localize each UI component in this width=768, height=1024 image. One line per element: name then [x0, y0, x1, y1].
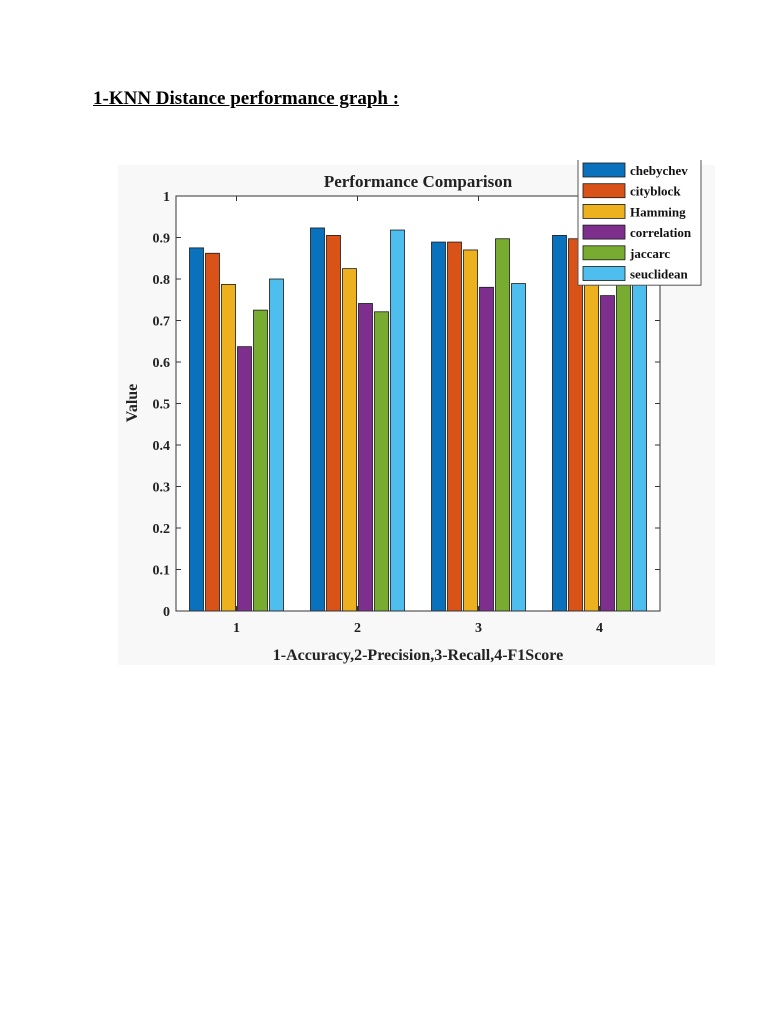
bar-correlation-4 [600, 295, 615, 612]
bar-chebychev-1 [189, 247, 204, 612]
bar-Hamming-4 [584, 264, 599, 612]
bar-jaccarc-2 [374, 311, 389, 612]
bar-Hamming-2 [342, 268, 357, 612]
x-tick-label: 4 [596, 621, 603, 636]
bar-correlation-3 [479, 286, 494, 612]
performance-chart-figure: Performance Comparison 0 0.1 0.2 0.3 0.4 0.5 0… [118, 160, 718, 670]
bar-cityblock-1 [205, 252, 220, 612]
bar-jaccarc-4 [616, 278, 631, 612]
chart-title: Performance Comparison [324, 172, 513, 191]
legend-swatch-chebychev [582, 162, 626, 178]
legend-label-chebychev: chebychev [630, 163, 688, 178]
bar-seuclidean-4 [632, 264, 647, 612]
bar-cityblock-2 [326, 235, 341, 612]
y-tick-label: 0.7 [153, 315, 171, 330]
x-axis-label: 1-Accuracy,2-Precision,3-Recall,4-F1Scor… [273, 647, 563, 664]
legend-swatch-jaccarc [582, 245, 626, 261]
bar-jaccarc-1 [253, 309, 268, 612]
bar-chebychev-4 [552, 235, 567, 612]
bars-layer [189, 227, 647, 612]
bar-cityblock-3 [447, 241, 462, 612]
legend-swatch-correlation [582, 224, 626, 240]
bar-chebychev-3 [431, 241, 446, 612]
legend-swatch-cityblock [582, 183, 626, 199]
y-axis-label: Value [124, 384, 141, 423]
x-tick-label: 1 [233, 621, 240, 636]
legend-label-cityblock: cityblock [630, 184, 681, 199]
y-tick-label: 0.8 [153, 273, 171, 288]
bar-Hamming-3 [463, 249, 478, 612]
x-tick-label: 2 [354, 621, 361, 636]
legend-label-jaccarc: jaccarc [629, 246, 670, 261]
document-heading: 1-KNN Distance performance graph : [93, 88, 400, 109]
y-tick-label: 0.3 [153, 481, 171, 496]
bar-chebychev-2 [310, 227, 325, 612]
bar-seuclidean-1 [269, 278, 284, 612]
legend-label-seuclidean: seuclidean [630, 267, 689, 282]
y-tick-label: 1 [163, 190, 170, 205]
bar-jaccarc-3 [495, 238, 510, 612]
bar-correlation-1 [237, 346, 252, 612]
y-tick-label: 0.6 [153, 356, 171, 371]
bar-correlation-2 [358, 303, 373, 612]
y-tick-label: 0.4 [153, 439, 171, 454]
bar-Hamming-1 [221, 283, 236, 612]
axes-layer: 0 0.1 0.2 0.3 0.4 0.5 0.6 0.7 0.8 0.9 1 1 2 3 4 [153, 190, 661, 636]
bar-seuclidean-3 [511, 283, 526, 612]
legend: chebychev cityblock Hamming correlation jacc… [577, 160, 702, 286]
x-tick-label: 3 [475, 621, 482, 636]
legend-box [577, 160, 702, 286]
y-tick-label: 0.5 [153, 398, 171, 413]
y-tick-label: 0.2 [153, 522, 171, 537]
legend-swatch-Hamming [582, 204, 626, 219]
y-tick-label: 0.9 [153, 232, 171, 247]
y-tick-label: 0 [163, 605, 170, 620]
bar-seuclidean-2 [390, 229, 405, 612]
legend-label-correlation: correlation [630, 225, 692, 240]
y-tick-label: 0.1 [153, 564, 171, 579]
legend-swatch-seuclidean [582, 266, 626, 281]
legend-label-Hamming: Hamming [630, 204, 686, 219]
bar-cityblock-4 [568, 238, 583, 612]
bar-chart: Performance Comparison 00.10.20.30.40.50… [118, 160, 715, 665]
